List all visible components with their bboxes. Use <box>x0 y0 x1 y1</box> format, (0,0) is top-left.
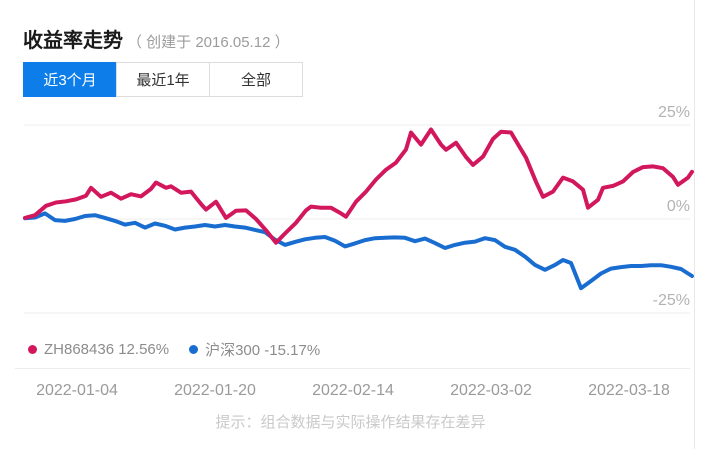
y-axis-label-minus25: -25% <box>652 292 690 309</box>
x-axis-label-3: 2022-03-02 <box>450 382 532 399</box>
index-series-label: 沪深300 -15.17% <box>205 342 321 359</box>
portfolio-series-label: ZH868436 12.56% <box>44 341 170 358</box>
tab-all[interactable]: 全部 <box>209 62 303 97</box>
portfolio-series-dot-icon <box>28 345 37 354</box>
series-line-ZH868436 <box>23 127 694 245</box>
index-series-dot-icon <box>189 345 199 354</box>
tab-3-months[interactable]: 近3个月 <box>23 62 117 97</box>
panel-header: 收益率走势（ 创建于 2016.05.12 ） <box>23 24 290 53</box>
legend-item-portfolio: ZH868436 12.56% <box>28 341 169 358</box>
x-axis: 2022-01-04 2022-01-20 2022-02-14 2022-03-02… <box>0 382 701 402</box>
panel-right-border <box>694 0 695 449</box>
legend-item-index: 沪深300 -15.17% <box>189 339 320 360</box>
x-axis-label-0: 2022-01-04 <box>36 382 118 399</box>
tab-1-year[interactable]: 最近1年 <box>116 62 210 97</box>
chart-canvas[interactable] <box>0 95 701 335</box>
y-axis-label-0: 0% <box>666 198 690 215</box>
chart-legend: ZH868436 12.56% 沪深300 -15.17% <box>28 339 320 360</box>
created-date: （ 创建于 2016.05.12 ） <box>127 34 290 51</box>
x-axis-label-1: 2022-01-20 <box>174 382 256 399</box>
x-axis-label-2: 2022-02-14 <box>312 382 394 399</box>
y-axis-label-25: 25% <box>657 104 690 121</box>
period-tabs: 近3个月 最近1年 全部 <box>23 62 303 97</box>
disclaimer-tip: 提示：组合数据与实际操作结果存在差异 <box>215 414 486 431</box>
axis-divider <box>15 368 690 369</box>
returns-line-chart[interactable]: 25% 0% -25% <box>0 95 701 335</box>
series-line-沪深300 <box>23 211 694 291</box>
x-axis-label-4: 2022-03-18 <box>588 382 670 399</box>
page-title: 收益率走势 <box>23 30 123 52</box>
